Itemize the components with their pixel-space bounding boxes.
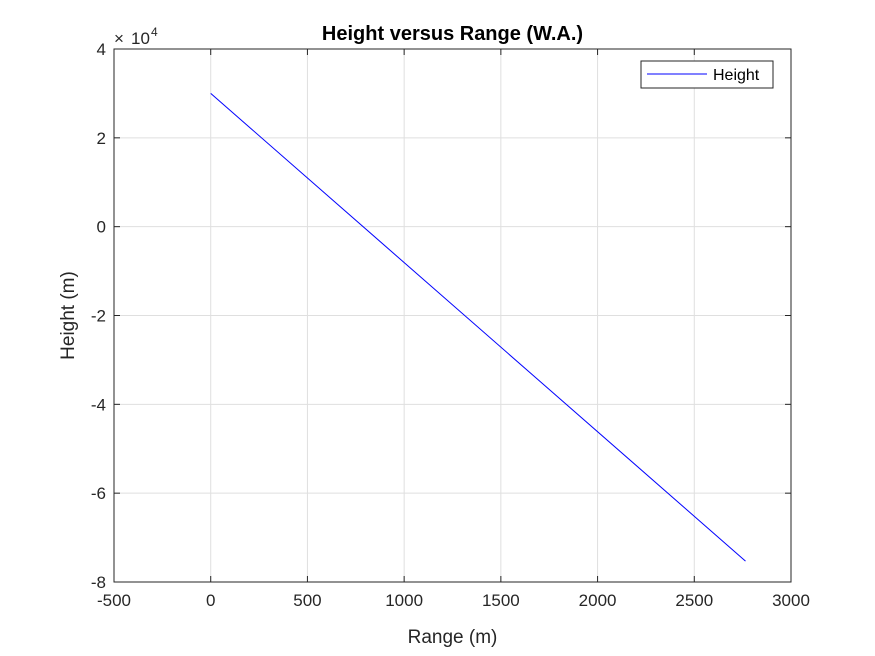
y-tick-label: -4 bbox=[91, 395, 106, 414]
x-tick-label: 2000 bbox=[579, 591, 617, 610]
x-tick-label: 1000 bbox=[385, 591, 423, 610]
series-layer bbox=[210, 93, 746, 562]
y-tick-label: -8 bbox=[91, 573, 106, 592]
y-tick-label: -6 bbox=[91, 484, 106, 503]
x-axis-label: Range (m) bbox=[408, 627, 498, 648]
y-tick-label: 0 bbox=[97, 218, 106, 237]
x-tick-label: 0 bbox=[206, 591, 215, 610]
x-tick-label: 1500 bbox=[482, 591, 520, 610]
y-axis-exponent: × 10 4 bbox=[114, 25, 158, 48]
chart-title: Height versus Range (W.A.) bbox=[322, 23, 583, 45]
series-line-height bbox=[210, 93, 746, 562]
exponent-power: 4 bbox=[151, 25, 158, 39]
y-tick-label: -2 bbox=[91, 307, 106, 326]
exponent-base: 10 bbox=[131, 29, 150, 48]
y-tick-label: 4 bbox=[97, 40, 106, 59]
x-tick-label: -500 bbox=[97, 591, 131, 610]
y-axis-label: Height (m) bbox=[58, 271, 79, 360]
legend-entry-height: Height bbox=[713, 67, 760, 84]
x-tick-label: 500 bbox=[293, 591, 321, 610]
legend: Height bbox=[640, 60, 774, 89]
y-tick-label: 2 bbox=[97, 129, 106, 148]
x-tick-label: 3000 bbox=[772, 591, 810, 610]
exponent-times-sign: × bbox=[114, 29, 124, 48]
ticks: -500 0 500 1000 1500 2000 2500 3000 -8 -6 -4 -2 0 2 4 bbox=[91, 40, 810, 610]
x-tick-label: 2500 bbox=[675, 591, 713, 610]
grid bbox=[114, 49, 791, 582]
